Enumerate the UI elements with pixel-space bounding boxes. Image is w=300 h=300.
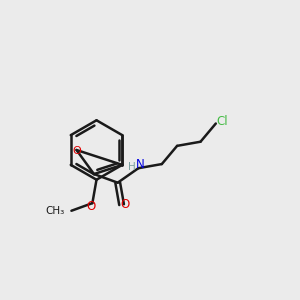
Text: O: O bbox=[120, 198, 129, 211]
Text: H: H bbox=[128, 162, 136, 172]
Text: CH₃: CH₃ bbox=[46, 206, 65, 216]
Text: N: N bbox=[136, 158, 144, 171]
Text: O: O bbox=[86, 200, 95, 213]
Text: Cl: Cl bbox=[217, 115, 228, 128]
Text: O: O bbox=[72, 146, 81, 157]
